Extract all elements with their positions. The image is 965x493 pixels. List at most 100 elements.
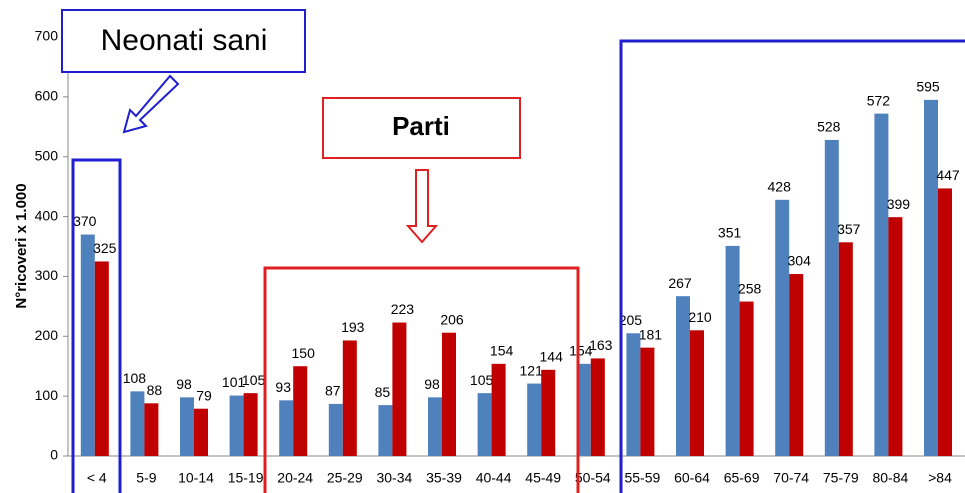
value-label: 105 [242,372,266,388]
bar [541,369,556,456]
x-tick-label: 10-14 [178,470,214,486]
x-tick-label: 15-19 [228,470,264,486]
bar [491,363,506,456]
value-label: 87 [325,383,341,399]
bar [676,296,690,456]
annotation: Neonati sani [101,24,268,57]
x-tick-label: 65-69 [724,470,760,486]
value-label: 93 [275,379,291,395]
x-tick-label: 75-79 [823,470,859,486]
x-tick-label: 25-29 [327,470,363,486]
value-label: 223 [391,301,415,317]
bar [789,274,804,456]
bar [94,261,109,456]
value-label: 144 [540,349,564,365]
bar [80,234,95,456]
bar [640,347,655,456]
bar [576,363,591,456]
value-label: 193 [341,319,365,335]
value-label: 370 [73,213,97,229]
bar [180,397,194,456]
bar [342,340,357,456]
value-label: 154 [490,343,514,359]
bar [888,217,903,456]
highlight-box [263,266,580,493]
bar [824,139,839,456]
bar [229,395,244,456]
bar [144,403,159,456]
x-tick-label: >84 [928,470,952,486]
y-tick-label: 600 [35,88,59,104]
bar [442,332,456,456]
highlight-box [619,39,965,493]
value-label: 105 [470,372,494,388]
bar [775,199,790,456]
value-label: 447 [936,167,960,183]
x-tick-label: 55-59 [624,470,660,486]
y-tick-label: 300 [35,267,59,283]
highlight-box [71,158,122,493]
arrow [122,74,180,134]
x-tick-label: 20-24 [277,470,313,486]
bar [293,366,308,456]
value-label: 205 [619,312,643,328]
bar [243,393,258,456]
bar [527,383,542,456]
bar [626,333,641,456]
value-label: 304 [788,253,812,269]
annotation-box [322,97,521,159]
y-axis-label: N°ricoveri x 1.000 [13,183,30,308]
bar [428,397,442,456]
bar [194,408,208,456]
value-label: 267 [668,275,692,291]
value-label: 163 [589,337,613,353]
arrow [405,169,439,244]
value-label: 528 [817,119,841,135]
x-tick-label: 35-39 [426,470,462,486]
value-label: 572 [867,92,891,108]
bar [477,393,492,456]
value-label: 258 [738,280,762,296]
value-label: 181 [639,326,663,342]
value-label: 108 [123,370,147,386]
value-label: 399 [887,196,911,212]
bar [924,99,938,456]
value-label: 206 [440,311,464,327]
value-label: 154 [569,343,593,359]
x-tick-label: 50-54 [575,470,611,486]
value-label: 98 [424,376,440,392]
value-label: 101 [222,374,246,390]
bar [725,245,740,456]
x-tick-label: 45-49 [525,470,561,486]
y-tick-label: 200 [35,327,59,343]
value-label: 210 [688,309,712,325]
y-tick-label: 400 [35,207,59,223]
annotation: Parti [392,111,450,141]
value-label: 325 [93,240,117,256]
bar [938,188,952,456]
value-label: 150 [292,345,316,361]
x-tick-label: 30-34 [376,470,412,486]
annotation-box [61,9,306,73]
bar [590,358,605,456]
bar [392,322,407,456]
value-label: 351 [718,225,742,241]
value-label: 79 [196,387,212,403]
value-label: 428 [768,179,792,195]
y-tick-label: 700 [35,28,59,44]
bar [739,301,754,456]
value-label: 357 [837,221,861,237]
y-tick-label: 500 [35,147,59,163]
bar [279,400,294,456]
bar [328,403,343,456]
value-label: 98 [176,376,192,392]
x-tick-label: 60-64 [674,470,710,486]
bar [838,242,853,456]
value-label: 595 [916,79,940,95]
bar [874,113,889,457]
x-tick-label: < 4 [87,470,107,486]
x-tick-label: 5-9 [136,470,156,486]
bar [378,405,393,456]
y-tick-label: 100 [35,387,59,403]
